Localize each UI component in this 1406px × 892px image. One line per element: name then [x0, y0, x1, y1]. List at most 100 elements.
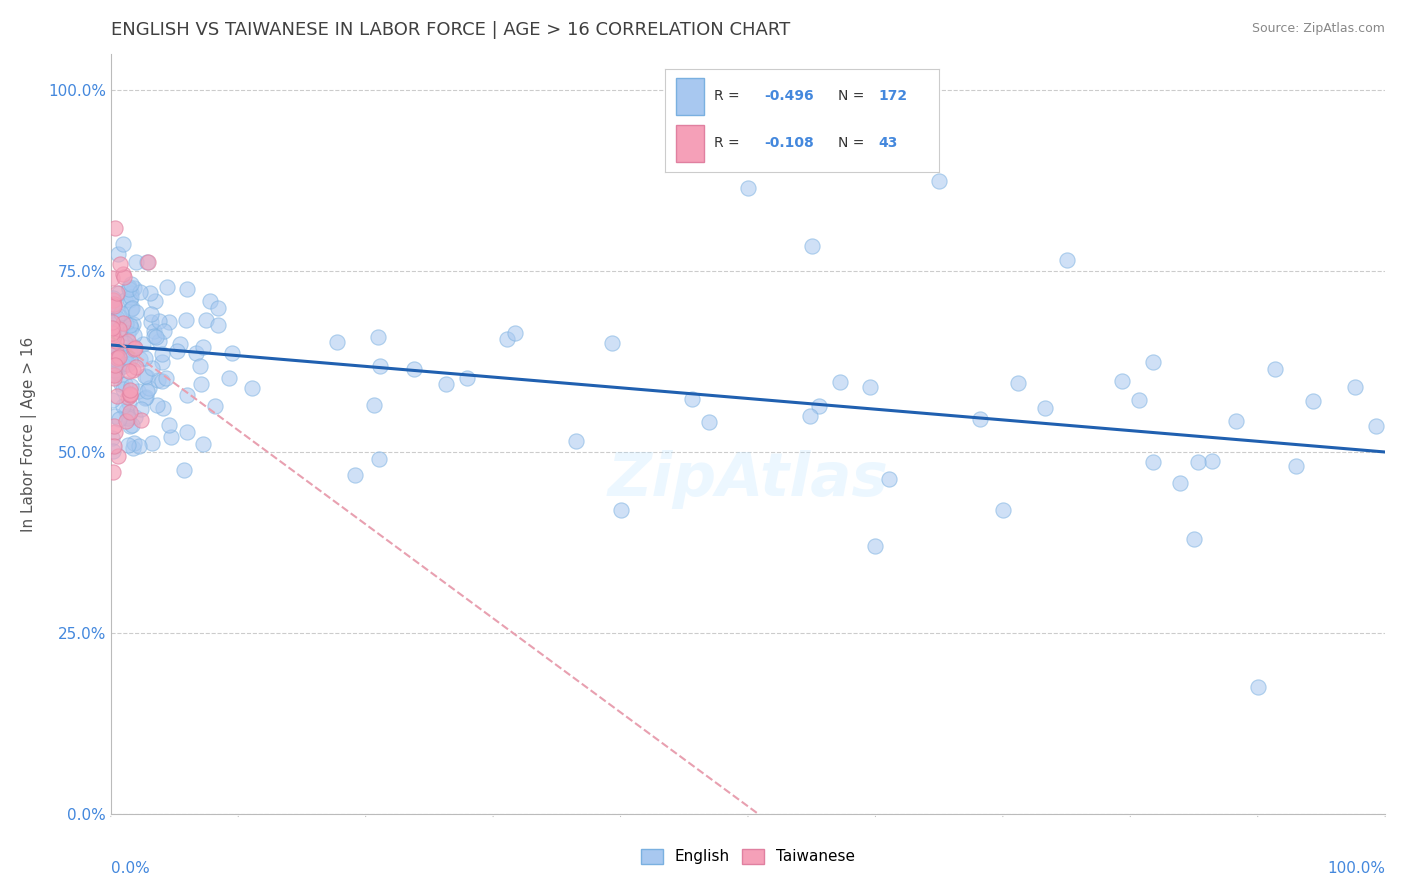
Point	[124, 305, 146, 319]
Point	[127, 384, 149, 398]
Point	[121, 301, 143, 315]
Point	[101, 326, 124, 340]
Point	[609, 503, 631, 517]
Point	[1168, 476, 1191, 491]
Point	[207, 301, 229, 316]
Point	[1128, 392, 1150, 407]
Point	[118, 388, 141, 402]
Point	[129, 352, 152, 367]
Point	[105, 310, 128, 325]
Point	[101, 347, 124, 361]
Point	[104, 220, 127, 235]
Point	[184, 346, 207, 360]
Point	[114, 348, 136, 362]
Point	[142, 328, 165, 343]
Point	[128, 439, 150, 453]
Point	[108, 309, 131, 323]
Point	[104, 347, 127, 361]
Point	[367, 330, 389, 344]
Point	[111, 236, 134, 251]
Point	[148, 314, 170, 328]
Point	[148, 373, 170, 387]
Point	[155, 371, 177, 385]
Point	[129, 413, 152, 427]
Point	[134, 391, 156, 405]
Point	[326, 334, 349, 349]
Point	[564, 434, 586, 449]
Point	[150, 355, 173, 369]
Point	[101, 321, 124, 335]
Point	[174, 312, 197, 326]
Point	[124, 281, 146, 295]
Point	[101, 315, 124, 329]
Point	[132, 337, 155, 351]
Point	[1344, 379, 1367, 393]
Point	[828, 375, 851, 389]
Point	[104, 334, 127, 348]
Point	[124, 340, 146, 354]
Point	[107, 450, 129, 464]
Point	[218, 371, 240, 385]
Point	[120, 290, 142, 304]
Point	[1225, 414, 1247, 428]
Point	[138, 381, 160, 395]
Point	[141, 361, 163, 376]
Point	[101, 303, 124, 318]
Point	[145, 329, 167, 343]
Point	[169, 336, 191, 351]
Point	[121, 285, 143, 300]
Point	[1201, 454, 1223, 468]
Point	[129, 401, 152, 416]
Point	[117, 280, 139, 294]
Point	[114, 318, 136, 332]
Point	[121, 363, 143, 377]
Point	[107, 246, 129, 260]
Point	[193, 340, 215, 354]
Point	[865, 539, 887, 553]
Point	[117, 326, 139, 341]
Point	[188, 359, 211, 373]
Text: ENGLISH VS TAIWANESE IN LABOR FORCE | AGE > 16 CORRELATION CHART: ENGLISH VS TAIWANESE IN LABOR FORCE | AG…	[111, 21, 790, 39]
Point	[808, 400, 831, 414]
Point	[104, 302, 127, 317]
Point	[204, 399, 226, 413]
Point	[190, 377, 212, 392]
Point	[104, 345, 127, 359]
Point	[112, 350, 135, 364]
Point	[368, 451, 391, 466]
Point	[118, 318, 141, 332]
Point	[135, 255, 157, 269]
Point	[135, 390, 157, 404]
Point	[114, 293, 136, 307]
Point	[139, 307, 162, 321]
Point	[103, 299, 125, 313]
Text: ZipAtlas: ZipAtlas	[607, 450, 889, 509]
Point	[103, 439, 125, 453]
Point	[1007, 376, 1029, 391]
Point	[176, 425, 198, 440]
Point	[697, 416, 720, 430]
Point	[101, 431, 124, 445]
Point	[139, 285, 162, 300]
Point	[991, 503, 1014, 517]
Point	[153, 325, 176, 339]
Point	[101, 291, 124, 305]
Point	[103, 419, 125, 434]
Point	[103, 297, 125, 311]
Point	[681, 392, 703, 407]
Point	[122, 441, 145, 455]
Point	[152, 401, 174, 416]
Point	[124, 436, 146, 450]
Point	[402, 362, 425, 376]
Point	[344, 467, 367, 482]
Point	[1111, 374, 1133, 388]
Point	[117, 409, 139, 423]
Point	[120, 351, 142, 366]
Point	[112, 267, 135, 281]
Point	[198, 293, 221, 308]
Text: 0.0%: 0.0%	[111, 861, 149, 876]
Point	[120, 277, 142, 292]
Text: 100.0%: 100.0%	[1327, 861, 1385, 876]
Point	[173, 463, 195, 477]
Point	[101, 444, 124, 458]
